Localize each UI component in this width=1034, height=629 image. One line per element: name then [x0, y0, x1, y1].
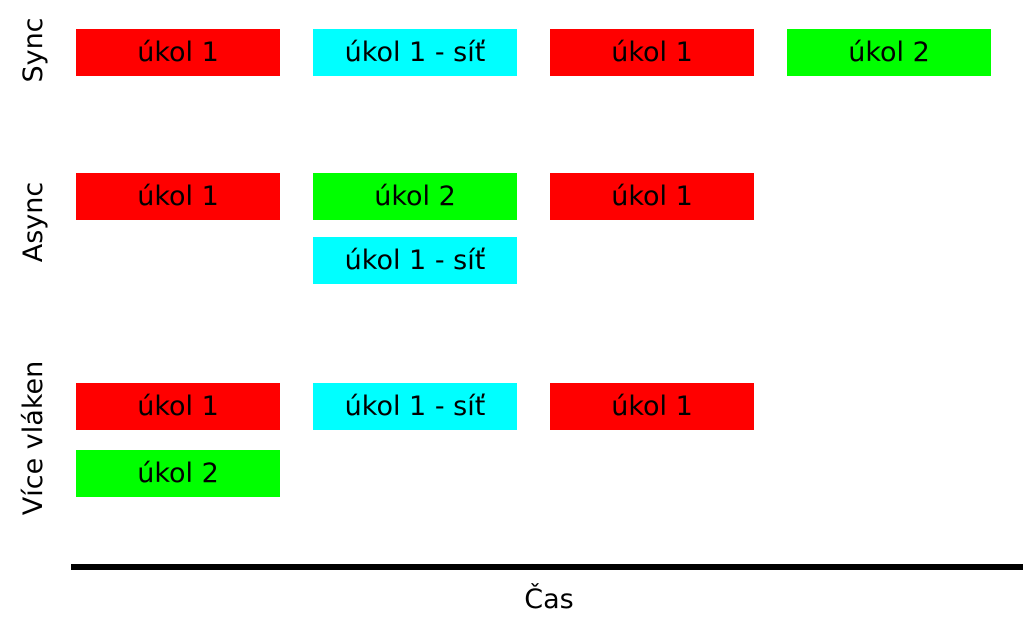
task-block: úkol 1 - síť	[313, 29, 517, 76]
task-block: úkol 1	[76, 29, 280, 76]
task-block: úkol 1 - síť	[313, 237, 517, 284]
time-axis-line	[71, 564, 1023, 570]
row-label-async: Async	[18, 181, 49, 263]
task-block: úkol 1	[76, 383, 280, 430]
task-block: úkol 1	[550, 383, 754, 430]
row-label-threads: Více vláken	[18, 360, 49, 516]
task-block: úkol 1	[550, 173, 754, 220]
task-block: úkol 1	[550, 29, 754, 76]
task-block: úkol 1 - síť	[313, 383, 517, 430]
task-block: úkol 2	[76, 450, 280, 497]
task-block: úkol 2	[313, 173, 517, 220]
time-axis-label: Čas	[524, 584, 574, 615]
task-block: úkol 2	[787, 29, 991, 76]
task-block: úkol 1	[76, 173, 280, 220]
